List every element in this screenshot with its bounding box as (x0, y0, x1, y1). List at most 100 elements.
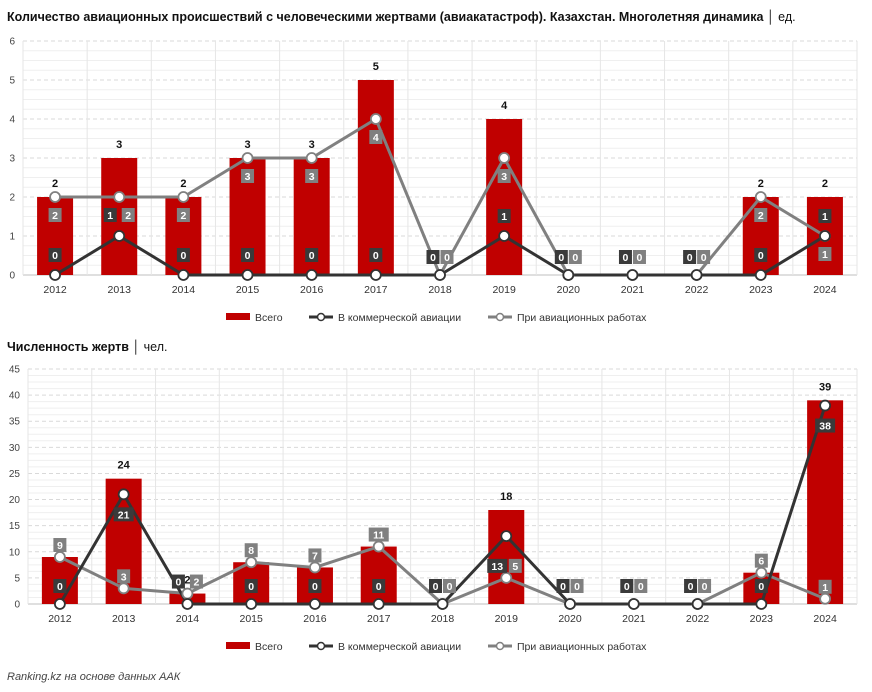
chart-2-point-commercial (627, 598, 640, 610)
chart-2-label-box-commercial (372, 579, 386, 593)
chart-1-label-box-work (632, 250, 646, 264)
chart-1-x-tick-label: 2016 (300, 284, 324, 296)
chart-1-x-tick-label: 2019 (492, 284, 516, 296)
chart-1-label-work: 1 (822, 249, 828, 261)
chart-1-label-box-commercial (818, 209, 832, 223)
chart-2-label-box-work (308, 548, 322, 563)
chart-1-title: Количество авиационных происшествий с че… (7, 10, 796, 24)
chart-2-label-commercial: 0 (176, 577, 182, 589)
chart-1-label-commercial: 0 (52, 250, 58, 262)
chart-1-label-commercial: 0 (245, 250, 251, 262)
chart-1-label-box-work (369, 130, 383, 144)
chart-2-label-commercial: 0 (376, 581, 382, 593)
chart-1-point-work (754, 191, 767, 203)
chart-2-x-tick-label: 2013 (112, 613, 136, 625)
chart-2-label-box-commercial (53, 579, 67, 593)
chart-2-x-tick-label: 2019 (495, 613, 519, 625)
chart-2-point-commercial (436, 598, 449, 610)
chart-1-label-work: 0 (701, 252, 707, 264)
chart-1-point-work (113, 191, 126, 203)
chart-1-point-commercial (434, 269, 446, 281)
chart-1-y-tick-label: 2 (9, 193, 15, 204)
chart-2-y-tick-label: 30 (9, 443, 21, 454)
chart-1-point-commercial (369, 269, 382, 281)
chart-2-x-tick-label: 2017 (367, 613, 391, 625)
chart-2-legend-marker-work (495, 641, 505, 651)
chart-1-total-label: 2 (758, 178, 764, 190)
chart-2-label-box-work (117, 569, 131, 584)
chart-1-label-work: 0 (637, 252, 643, 264)
chart-1-label-commercial: 1 (107, 210, 113, 222)
chart-2-label-work: 3 (121, 571, 127, 583)
chart-2-x-tick-label: 2024 (813, 613, 837, 625)
chart-2-label-commercial: 13 (491, 561, 503, 573)
chart-1-label-box-commercial (426, 250, 440, 264)
chart-2-x-tick-label: 2016 (303, 613, 327, 625)
chart-1-label-work: 3 (245, 171, 251, 183)
chart-1-label-box-work (754, 208, 768, 222)
chart-1-label-box-commercial (618, 250, 632, 264)
chart-2-point-work (819, 592, 832, 605)
chart-2-y-tick-label: 45 (9, 365, 21, 376)
chart-2-label-box-work (634, 579, 648, 593)
chart-2-title: Численность жертв │ чел. (7, 340, 168, 354)
chart-2-label-box-work (189, 574, 203, 589)
chart-2-bar-2019 (488, 510, 525, 604)
chart-2-point-commercial (819, 399, 832, 412)
chart-2-label-box-commercial (487, 558, 508, 573)
chart-1-label-work: 2 (758, 210, 764, 222)
chart-1-y-tick-label: 4 (9, 115, 15, 126)
chart-1-point-work (177, 191, 190, 203)
chart-1-x-tick-label: 2024 (813, 284, 837, 296)
chart-2-total-label: 18 (500, 491, 512, 503)
chart-2-point-work (245, 556, 258, 569)
chart-1-x-tick-label: 2018 (428, 284, 452, 296)
chart-1-label-box-commercial (103, 208, 117, 222)
chart-2-y-tick-label: 10 (9, 547, 21, 558)
chart-1-point-work (498, 152, 511, 164)
chart-1-total-label: 3 (116, 139, 122, 151)
chart-2-total-label: 24 (118, 460, 131, 472)
chart-2-label-box-work (570, 579, 584, 593)
chart-1-point-work (369, 113, 382, 125)
chart-1-y-tick-label: 1 (9, 232, 15, 243)
chart-2-label-box-commercial (684, 579, 698, 593)
chart-1-label-box-work (176, 208, 190, 222)
chart-1-label-box-work (121, 208, 135, 222)
chart-2-x-tick-label: 2015 (240, 613, 264, 625)
chart-1-point-commercial (177, 269, 190, 281)
chart-2-y-tick-label: 40 (9, 391, 21, 402)
chart-1-label-commercial: 0 (180, 250, 186, 262)
chart-1-label-box-commercial (48, 248, 62, 262)
chart-1-x-tick-label: 2020 (557, 284, 581, 296)
chart-2-y-tick-label: 5 (14, 573, 20, 584)
chart-1-label-box-commercial (176, 248, 190, 262)
chart-2-point-work (500, 571, 513, 584)
chart-2-label-box-commercial (620, 579, 634, 593)
chart-1-legend-label-total: Всего (255, 312, 283, 324)
chart-2-label-box-commercial (754, 579, 768, 593)
chart-1-y-tick-label: 3 (9, 154, 15, 165)
chart-2-point-commercial (309, 598, 321, 610)
chart-2-point-commercial (53, 598, 66, 610)
chart-1-legend-label-commercial: В коммерческой авиации (338, 312, 461, 324)
chart-1-label-commercial: 1 (822, 211, 828, 223)
chart-2-legend-label-work: При авиационных работах (517, 641, 647, 653)
chart-2-label-work: 7 (312, 550, 318, 562)
chart-2-x-tick-label: 2018 (431, 613, 455, 625)
chart-1-point-commercial (498, 230, 511, 242)
chart-1-label-work: 2 (180, 210, 186, 222)
chart-1-point-work (49, 191, 61, 203)
chart-2-label-work: 5 (512, 561, 518, 573)
chart-1-label-box-commercial (305, 248, 319, 262)
chart-2-label-box-commercial (244, 579, 258, 593)
chart-1-bar-2017 (357, 80, 394, 275)
chart-2-label-commercial: 0 (312, 581, 318, 593)
chart-2-label-box-work (754, 553, 768, 568)
chart-2-point-commercial (117, 488, 130, 501)
chart-1-label-box-work (818, 247, 832, 261)
chart-2-label-work: 0 (702, 581, 708, 593)
chart-1-x-tick-label: 2021 (621, 284, 645, 296)
